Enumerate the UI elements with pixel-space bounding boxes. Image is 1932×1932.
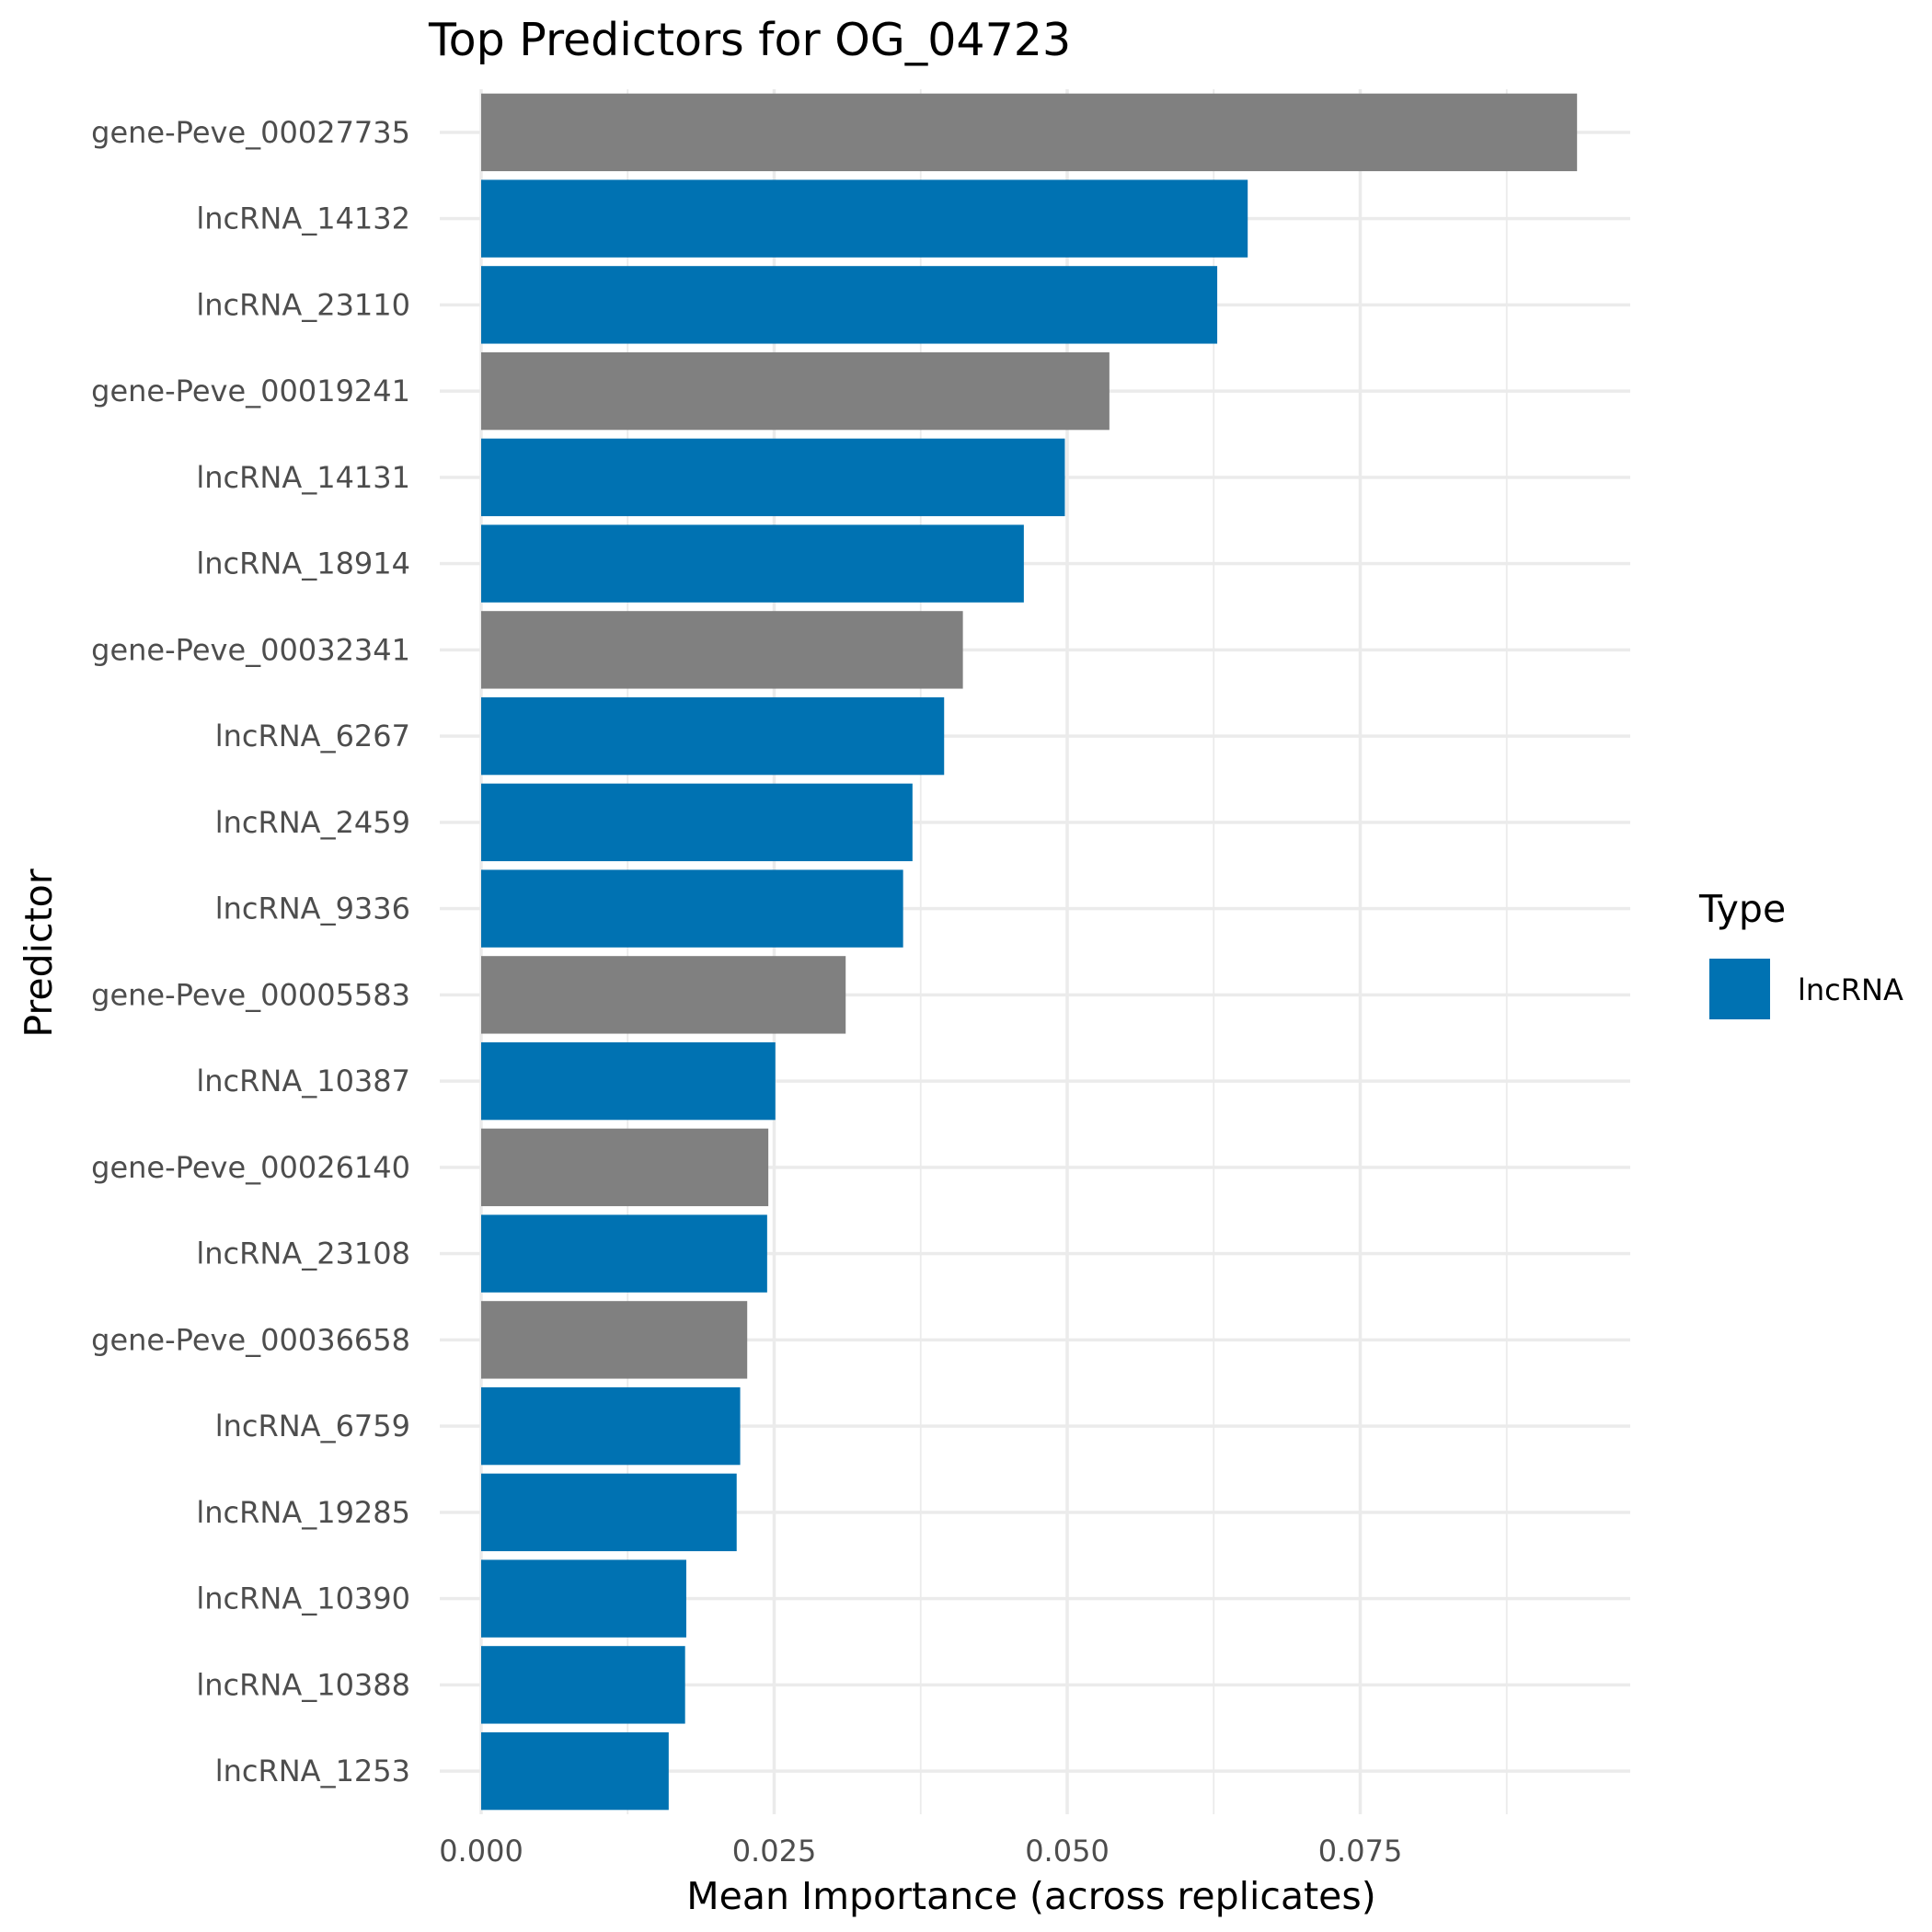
bar-gene-Peve_00036658 [481,1301,748,1379]
bar-gene-Peve_00027735 [481,93,1578,172]
bar-layer [481,93,1578,1811]
x-tick-label: 0.025 [732,1834,817,1869]
legend-swatch [1709,959,1770,1019]
y-tick-label: lncRNA_1253 [215,1754,410,1788]
y-tick-label: gene-Peve_00027735 [91,115,410,150]
x-tick-label: 0.050 [1025,1834,1110,1869]
x-tick-label: 0.075 [1318,1834,1403,1869]
y-tick-label: gene-Peve_00036658 [91,1322,410,1357]
bar-lncRNA_14131 [481,438,1065,517]
bar-gene-Peve_00005583 [481,956,846,1034]
bar-gene-Peve_00019241 [481,351,1110,431]
bar-lncRNA_6759 [481,1386,741,1466]
bar-lncRNA_10390 [481,1559,686,1638]
bar-lncRNA_14132 [481,179,1248,258]
x-tick-label: 0.000 [439,1834,523,1869]
y-tick-label: gene-Peve_00026140 [91,1150,410,1185]
y-tick-label: gene-Peve_00005583 [91,977,410,1012]
y-tick-label: gene-Peve_00019241 [91,374,410,408]
y-axis-title: Predictor [17,868,61,1037]
bar-lncRNA_10387 [481,1041,776,1121]
legend: Type lncRNA [1698,887,1903,1019]
bar-gene-Peve_00026140 [481,1128,769,1207]
bar-lncRNA_1253 [481,1731,669,1811]
legend-title: Type [1698,887,1786,931]
y-tick-label: lncRNA_18914 [196,546,410,581]
y-tick-label: lncRNA_2459 [215,805,410,840]
y-tick-label: lncRNA_9336 [215,891,410,926]
y-tick-label: lncRNA_14132 [196,201,410,236]
y-tick-label: lncRNA_10387 [196,1064,410,1098]
bar-gene-Peve_00032341 [481,611,963,689]
legend-entries: lncRNA [1709,959,1903,1019]
y-tick-label: lncRNA_23110 [196,287,410,322]
x-axis-title: Mean Importance (across replicates) [686,1874,1376,1918]
bar-lncRNA_6267 [481,696,945,776]
y-tick-label: lncRNA_10388 [196,1667,410,1702]
label-layer: 0.000 0.025 0.050 0.075 gene-Peve_00027735ln… [91,115,1402,1869]
y-tick-label: lncRNA_23108 [196,1236,410,1271]
bar-lncRNA_23108 [481,1214,767,1293]
bar-lncRNA_10388 [481,1646,685,1724]
y-tick-label: gene-Peve_00032341 [91,632,410,667]
y-tick-label: lncRNA_6759 [215,1409,410,1443]
grid-layer [440,89,1630,1814]
bar-lncRNA_9336 [481,869,903,948]
y-tick-label: lncRNA_14131 [196,460,410,495]
y-tick-label: lncRNA_10390 [196,1581,410,1616]
chart-title: Top Predictors for OG_04723 [428,14,1071,66]
y-tick-label: lncRNA_6267 [215,719,410,753]
y-tick-label: lncRNA_19285 [196,1495,410,1530]
bar-lncRNA_19285 [481,1473,737,1552]
bar-lncRNA_18914 [481,524,1024,603]
bar-lncRNA_23110 [481,266,1218,344]
legend-label: lncRNA [1798,972,1903,1007]
bar-lncRNA_2459 [481,783,913,862]
